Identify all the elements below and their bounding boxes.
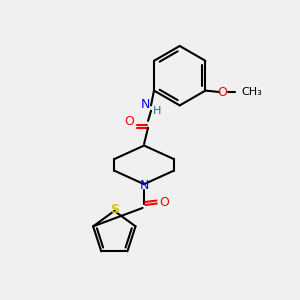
Text: O: O	[160, 196, 170, 208]
Text: N: N	[140, 179, 149, 192]
Text: S: S	[110, 203, 119, 216]
Text: H: H	[153, 106, 161, 116]
Text: N: N	[141, 98, 150, 111]
Text: O: O	[217, 85, 227, 98]
Text: O: O	[125, 115, 134, 128]
Text: CH₃: CH₃	[241, 87, 262, 97]
